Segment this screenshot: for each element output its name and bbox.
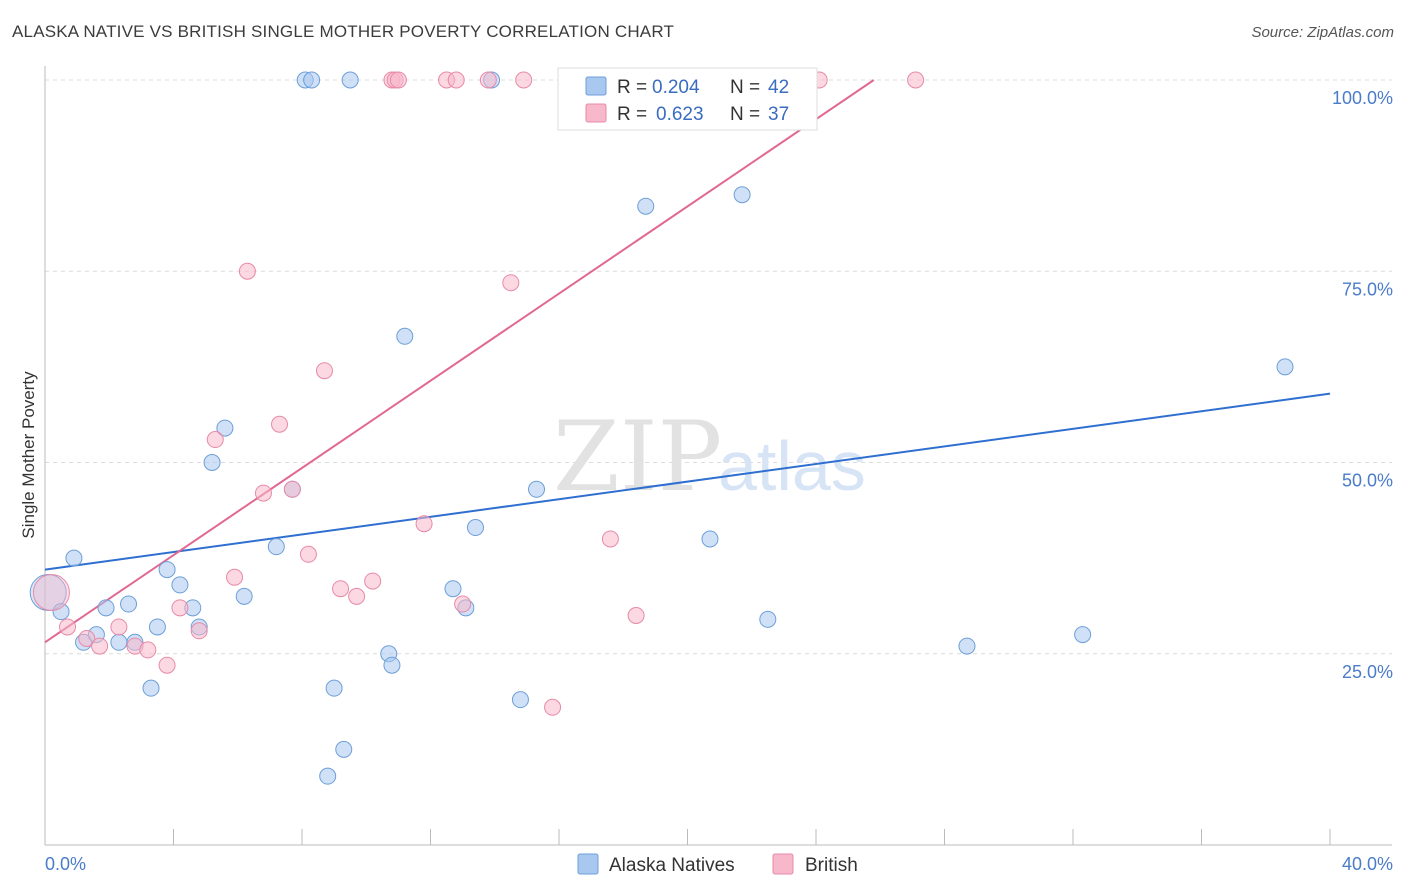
legend-n-value: 37 [768,104,789,125]
trend-line-alaska-natives [44,392,1331,571]
axes [44,66,1392,846]
point-british [171,599,189,617]
point-british [158,656,176,674]
point-alaska-natives [158,561,176,579]
legend-n-label: N = [730,77,760,98]
point-alaska-natives [97,599,115,617]
point-alaska-natives [958,637,976,655]
point-british [332,580,350,598]
point-alaska-natives [267,538,285,556]
legend-n-label: N = [730,104,760,125]
legend-r-value: 0.204 [652,77,700,98]
grid-lines [45,79,1392,655]
point-alaska-natives [759,610,777,628]
legend-swatch-british [585,103,607,123]
point-alaska-natives [528,480,546,498]
watermark-atlas: atlas [718,427,866,505]
point-alaska-natives [52,603,70,621]
point-british [190,622,208,640]
point-british [479,71,497,89]
point-alaska-natives [511,691,529,709]
point-alaska-natives [466,519,484,537]
point-british [348,587,366,605]
point-british [226,568,244,586]
y-tick-label: 75.0% [1342,279,1393,299]
point-alaska-natives [142,679,160,697]
legend-r-label: R = [617,77,647,98]
y-axis-title: Single Mother Poverty [19,371,38,539]
point-alaska-natives [171,576,189,594]
point-british [515,71,533,89]
series-legend-label-alaska: Alaska Natives [609,855,735,876]
watermark: ZIP atlas [553,401,866,513]
chart-title: ALASKA NATIVE VS BRITISH SINGLE MOTHER P… [12,22,675,41]
point-british [283,480,301,498]
point-british [206,431,224,449]
point-british [415,515,433,533]
point-alaska-natives [303,71,321,89]
trend-line-british [44,79,875,644]
series-legend-swatch-british [772,853,794,875]
x-tick-label: 0.0% [45,854,86,874]
point-alaska-natives [325,679,343,697]
point-alaska-natives [65,549,83,567]
point-british [601,530,619,548]
point-british [315,362,333,380]
point-british [627,607,645,624]
source-label: Source: ZipAtlas.com [1251,24,1394,41]
legend-r-label: R = [617,104,647,125]
point-british [907,71,925,89]
point-alaska-natives [341,71,359,89]
point-british [91,637,109,655]
y-tick-labels: 25.0% 50.0% 75.0% 100.0% [1332,88,1393,682]
point-british [299,545,317,563]
series-legend: Alaska Natives British [577,853,858,876]
series-legend-label-british: British [805,855,858,876]
point-british [389,71,407,89]
point-british [238,262,256,280]
point-alaska-natives [383,656,401,674]
point-alaska-natives [444,580,462,598]
x-tick-label: 40.0% [1342,854,1393,874]
point-alaska-natives [319,767,337,785]
point-british [364,572,382,590]
point-alaska-natives [110,633,128,651]
point-british [544,698,562,716]
point-british [58,618,76,636]
point-british [110,618,128,636]
point-alaska-natives [148,618,166,636]
point-british [447,71,465,89]
point-alaska-natives [1276,358,1294,376]
legend-r-value: 0.623 [656,104,704,125]
legend-n-value: 42 [768,77,789,98]
point-british [502,274,520,292]
y-tick-label: 100.0% [1332,88,1393,108]
point-alaska-natives [1074,626,1092,644]
point-alaska-natives [235,587,253,605]
point-british [139,641,157,659]
point-british [78,629,96,647]
series-legend-swatch-alaska [577,853,599,875]
legend-swatch-alaska [585,76,607,96]
y-tick-label: 25.0% [1342,662,1393,682]
point-alaska-natives [733,186,751,204]
x-tick-labels: 0.0% 40.0% [45,854,1393,874]
y-tick-label: 50.0% [1342,471,1393,491]
point-british [254,484,272,502]
point-alaska-natives [396,327,414,345]
point-british [454,595,472,613]
point-british [271,415,289,433]
watermark-zip: ZIP [553,401,722,513]
point-alaska-natives [120,595,138,613]
point-alaska-natives [203,454,221,471]
stats-legend: R = 0.204 N = 42 R = 0.623 N = 37 [557,67,818,131]
trend-lines [44,79,1331,644]
point-british [32,574,70,612]
point-alaska-natives [216,419,234,437]
point-alaska-natives [335,740,353,758]
point-alaska-natives [701,530,719,548]
point-alaska-natives [637,197,655,215]
